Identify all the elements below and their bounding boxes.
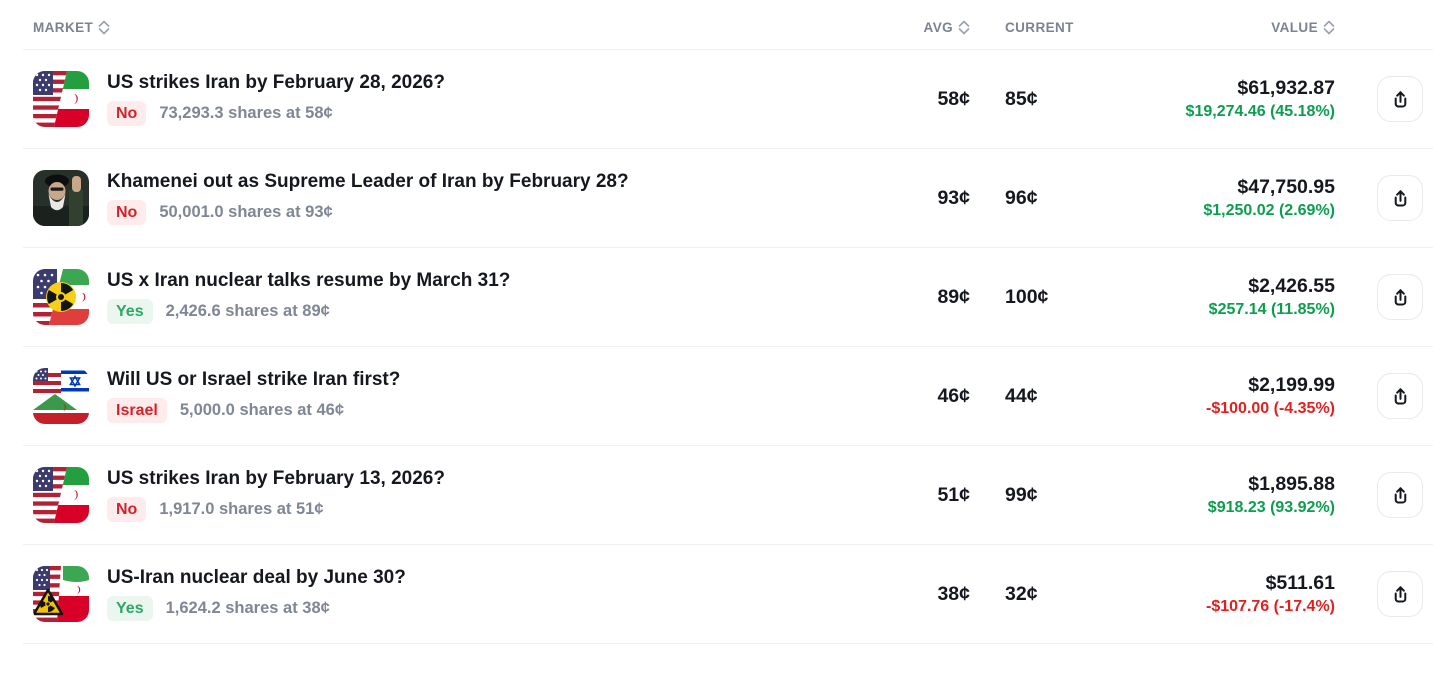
market-title[interactable]: US-Iran nuclear deal by June 30? bbox=[107, 566, 406, 588]
table-row[interactable]: US strikes Iran by February 28, 2026? No… bbox=[23, 49, 1433, 148]
sort-icon bbox=[98, 20, 110, 35]
market-cell: US x Iran nuclear talks resume by March … bbox=[33, 269, 870, 325]
table-row[interactable]: Will US or Israel strike Iran first? Isr… bbox=[23, 346, 1433, 445]
khamenei-photo-image bbox=[33, 170, 89, 226]
table-row[interactable]: US-Iran nuclear deal by June 30? Yes 1,6… bbox=[23, 544, 1433, 643]
shares-info: 5,000.0 shares at 46¢ bbox=[179, 400, 345, 419]
current-price: 99¢ bbox=[1005, 483, 1038, 506]
column-header-value-label: VALUE bbox=[1271, 20, 1318, 35]
avg-price: 46¢ bbox=[937, 384, 970, 407]
market-title[interactable]: US x Iran nuclear talks resume by March … bbox=[107, 269, 511, 291]
value-cell: $2,426.55 $257.14 (11.85%) bbox=[1085, 275, 1335, 319]
column-header-current-label: CURRENT bbox=[1005, 20, 1074, 35]
position-badge: No bbox=[107, 496, 147, 523]
column-header-avg-label: AVG bbox=[923, 20, 953, 35]
position-value: $61,932.87 bbox=[1237, 77, 1335, 99]
us-iran-nuclear-warning-image bbox=[33, 566, 89, 622]
current-price: 96¢ bbox=[1005, 186, 1038, 209]
share-icon bbox=[1389, 187, 1412, 210]
column-header-value[interactable]: VALUE bbox=[1085, 20, 1335, 35]
table-row[interactable]: US strikes Iran by February 13, 2026? No… bbox=[23, 445, 1433, 544]
column-header-current: CURRENT bbox=[970, 20, 1085, 35]
position-value: $2,199.99 bbox=[1248, 374, 1335, 396]
share-icon bbox=[1389, 286, 1412, 309]
market-title[interactable]: US strikes Iran by February 13, 2026? bbox=[107, 467, 445, 489]
profit-loss: -$100.00 (-4.35%) bbox=[1206, 400, 1335, 417]
position-value: $511.61 bbox=[1265, 572, 1335, 594]
current-price: 32¢ bbox=[1005, 582, 1038, 605]
value-cell: $47,750.95 $1,250.02 (2.69%) bbox=[1085, 176, 1335, 220]
share-position-button[interactable] bbox=[1377, 76, 1423, 122]
us-iran-flags-image bbox=[33, 467, 89, 523]
market-cell: US strikes Iran by February 28, 2026? No… bbox=[33, 71, 870, 127]
table-header-row: MARKET AVG CURRENT VALUE bbox=[23, 0, 1433, 49]
share-icon bbox=[1389, 385, 1412, 408]
market-cell: Khamenei out as Supreme Leader of Iran b… bbox=[33, 170, 870, 226]
share-position-button[interactable] bbox=[1377, 472, 1423, 518]
position-value: $2,426.55 bbox=[1248, 275, 1335, 297]
positions-table: MARKET AVG CURRENT VALUE bbox=[23, 0, 1433, 644]
current-price: 100¢ bbox=[1005, 285, 1049, 308]
value-cell: $511.61 -$107.76 (-17.4%) bbox=[1085, 572, 1335, 616]
share-position-button[interactable] bbox=[1377, 373, 1423, 419]
shares-info: 1,624.2 shares at 38¢ bbox=[165, 598, 330, 617]
value-cell: $2,199.99 -$100.00 (-4.35%) bbox=[1085, 374, 1335, 418]
column-header-market-label: MARKET bbox=[33, 20, 94, 35]
profit-loss: $918.23 (93.92%) bbox=[1207, 499, 1335, 516]
shares-info: 2,426.6 shares at 89¢ bbox=[165, 301, 330, 320]
share-icon bbox=[1389, 583, 1412, 606]
position-badge: No bbox=[107, 199, 147, 226]
share-position-button[interactable] bbox=[1377, 571, 1423, 617]
current-price: 44¢ bbox=[1005, 384, 1038, 407]
profit-loss: -$107.76 (-17.4%) bbox=[1206, 598, 1335, 615]
value-cell: $1,895.88 $918.23 (93.92%) bbox=[1085, 473, 1335, 517]
market-title[interactable]: Khamenei out as Supreme Leader of Iran b… bbox=[107, 170, 629, 192]
us-israel-iran-flags-image bbox=[33, 368, 89, 424]
avg-price: 38¢ bbox=[937, 582, 970, 605]
position-badge: Israel bbox=[107, 397, 167, 424]
position-badge: Yes bbox=[107, 595, 153, 622]
share-position-button[interactable] bbox=[1377, 274, 1423, 320]
share-icon bbox=[1389, 484, 1412, 507]
profit-loss: $257.14 (11.85%) bbox=[1208, 301, 1335, 318]
sort-icon bbox=[1323, 20, 1335, 35]
position-value: $47,750.95 bbox=[1237, 176, 1335, 198]
value-cell: $61,932.87 $19,274.46 (45.18%) bbox=[1085, 77, 1335, 121]
profit-loss: $1,250.02 (2.69%) bbox=[1203, 202, 1335, 219]
market-title[interactable]: Will US or Israel strike Iran first? bbox=[107, 368, 401, 390]
market-cell: US strikes Iran by February 13, 2026? No… bbox=[33, 467, 870, 523]
shares-info: 50,001.0 shares at 93¢ bbox=[159, 202, 333, 221]
table-row[interactable]: US x Iran nuclear talks resume by March … bbox=[23, 247, 1433, 346]
avg-price: 58¢ bbox=[937, 87, 970, 110]
position-badge: Yes bbox=[107, 298, 153, 325]
table-row[interactable]: Khamenei out as Supreme Leader of Iran b… bbox=[23, 148, 1433, 247]
column-header-avg[interactable]: AVG bbox=[870, 20, 970, 35]
share-icon bbox=[1389, 88, 1412, 111]
market-title[interactable]: US strikes Iran by February 28, 2026? bbox=[107, 71, 445, 93]
current-price: 85¢ bbox=[1005, 87, 1038, 110]
avg-price: 89¢ bbox=[937, 285, 970, 308]
us-iran-flags-image bbox=[33, 71, 89, 127]
avg-price: 93¢ bbox=[937, 186, 970, 209]
avg-price: 51¢ bbox=[937, 483, 970, 506]
share-position-button[interactable] bbox=[1377, 175, 1423, 221]
market-cell: US-Iran nuclear deal by June 30? Yes 1,6… bbox=[33, 566, 870, 622]
profit-loss: $19,274.46 (45.18%) bbox=[1185, 103, 1335, 120]
position-value: $1,895.88 bbox=[1248, 473, 1335, 495]
position-badge: No bbox=[107, 100, 147, 127]
shares-info: 1,917.0 shares at 51¢ bbox=[159, 499, 324, 518]
column-header-market[interactable]: MARKET bbox=[33, 20, 870, 35]
market-cell: Will US or Israel strike Iran first? Isr… bbox=[33, 368, 870, 424]
shares-info: 73,293.3 shares at 58¢ bbox=[159, 103, 333, 122]
us-iran-radiation-image bbox=[33, 269, 89, 325]
sort-icon bbox=[958, 20, 970, 35]
